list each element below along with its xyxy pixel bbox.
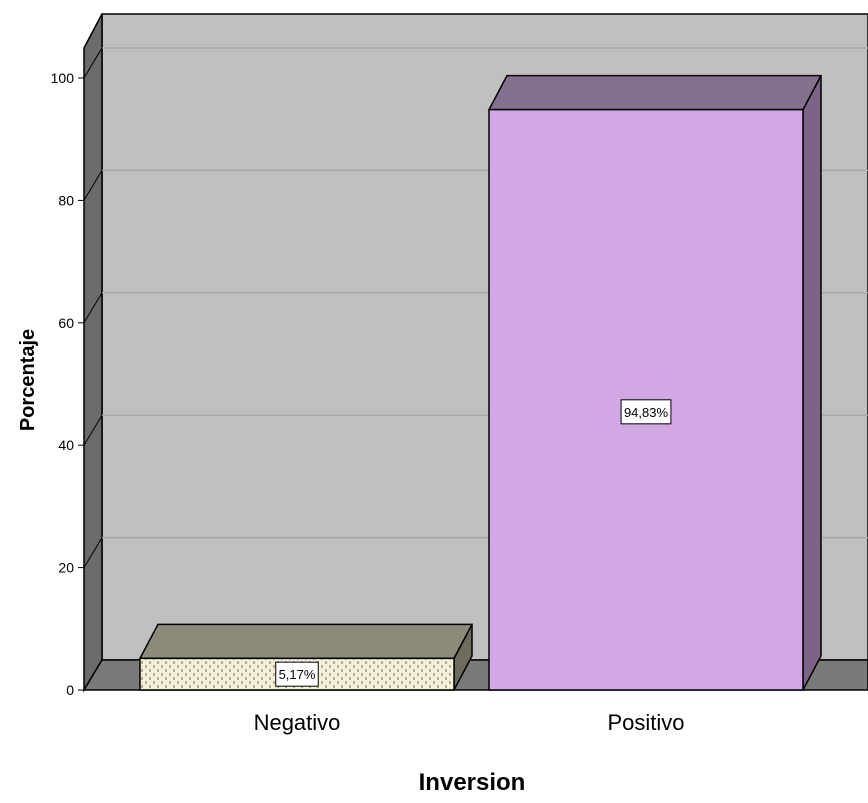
side-gridline xyxy=(83,537,103,568)
data-label-positivo: 94,83% xyxy=(624,405,669,420)
y-tick-label: 60 xyxy=(58,315,74,331)
chart-side-wall xyxy=(83,13,103,693)
bar-positivo-top xyxy=(487,74,823,111)
y-tick-label: 20 xyxy=(58,560,74,576)
side-gridline xyxy=(83,414,103,446)
data-label-negativo: 5,17% xyxy=(279,667,316,682)
side-gridline xyxy=(83,47,103,79)
y-tick-label: 80 xyxy=(58,192,74,208)
data-label-box-positivo xyxy=(620,399,672,425)
side-gridline xyxy=(83,292,103,324)
bar-positivo-side xyxy=(802,75,822,691)
x-axis-title: Inversion xyxy=(419,769,526,796)
x-tick-label-negativo: Negativo xyxy=(254,710,341,735)
side-gridline xyxy=(83,170,103,201)
data-label-box-negativo xyxy=(275,661,319,687)
y-tick-label: 0 xyxy=(66,682,74,698)
y-tick-label: 100 xyxy=(51,70,75,86)
bars: 5,17% Negativo 94,83% Positivo xyxy=(138,74,823,735)
y-tick-label: 40 xyxy=(58,437,74,453)
x-tick-label-positivo: Positivo xyxy=(607,710,684,735)
y-axis-title: Porcentaje xyxy=(17,329,39,431)
y-axis-ticks: 0 20 40 60 80 100 xyxy=(51,70,84,698)
bar-negativo-top xyxy=(138,623,474,660)
